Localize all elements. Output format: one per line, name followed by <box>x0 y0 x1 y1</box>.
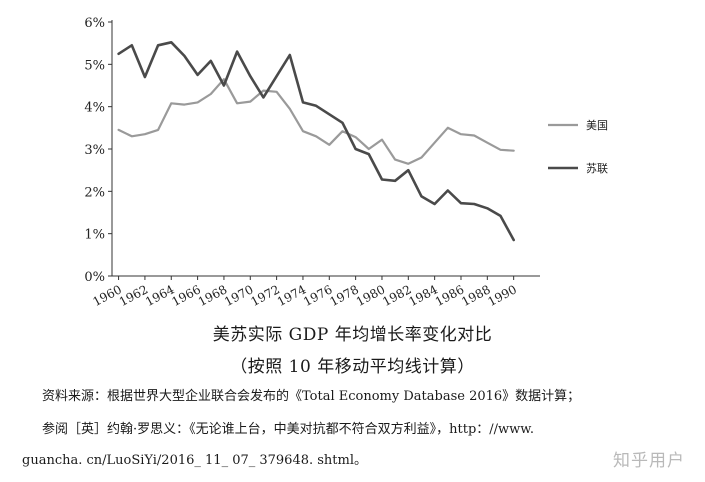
y-tick-label: 5% <box>84 58 105 73</box>
y-tick-label: 3% <box>84 143 105 158</box>
chart-title: 美苏实际 GDP 年均增长率变化对比 <box>212 325 493 345</box>
legend-label-usa: 美国 <box>586 119 608 132</box>
source-note-line-2: 参阅［英］约翰·罗思义：《无论谁上台，中美对抗都不符合双方利益》，http：//… <box>42 422 535 437</box>
y-tick-label: 0% <box>84 270 105 285</box>
source-note-line-1: 资料来源：根据世界大型企业联合会发布的《Total Economy Databa… <box>42 389 581 404</box>
series-line-usa <box>117 78 515 165</box>
watermark: 知乎用户 <box>613 451 685 471</box>
chart-axes <box>111 20 540 277</box>
y-tick-label: 6% <box>84 16 105 31</box>
gdp-growth-line-chart: 0% 1% 2% 3% 4% 5% 6% 1960196219641966196819701… <box>84 16 608 309</box>
y-tick-label: 1% <box>84 228 105 243</box>
legend-label-ussr: 苏联 <box>586 162 608 175</box>
y-tick-label: 4% <box>84 101 105 116</box>
chart-subtitle: （按照 10 年移动平均线计算） <box>230 357 475 377</box>
y-axis-ticks: 0% 1% 2% 3% 4% 5% 6% <box>84 16 112 285</box>
source-note-line-3: guancha. cn/LuoSiYi/2016_ 11_ 07_ 379648… <box>22 453 368 468</box>
series-lines <box>117 40 516 242</box>
x-tick-label: 1990 <box>486 282 520 309</box>
y-tick-label: 2% <box>84 185 105 200</box>
x-axis-ticks: 1960196219641966196819701972197419761978… <box>90 276 519 309</box>
series-line-ussr <box>117 40 516 242</box>
